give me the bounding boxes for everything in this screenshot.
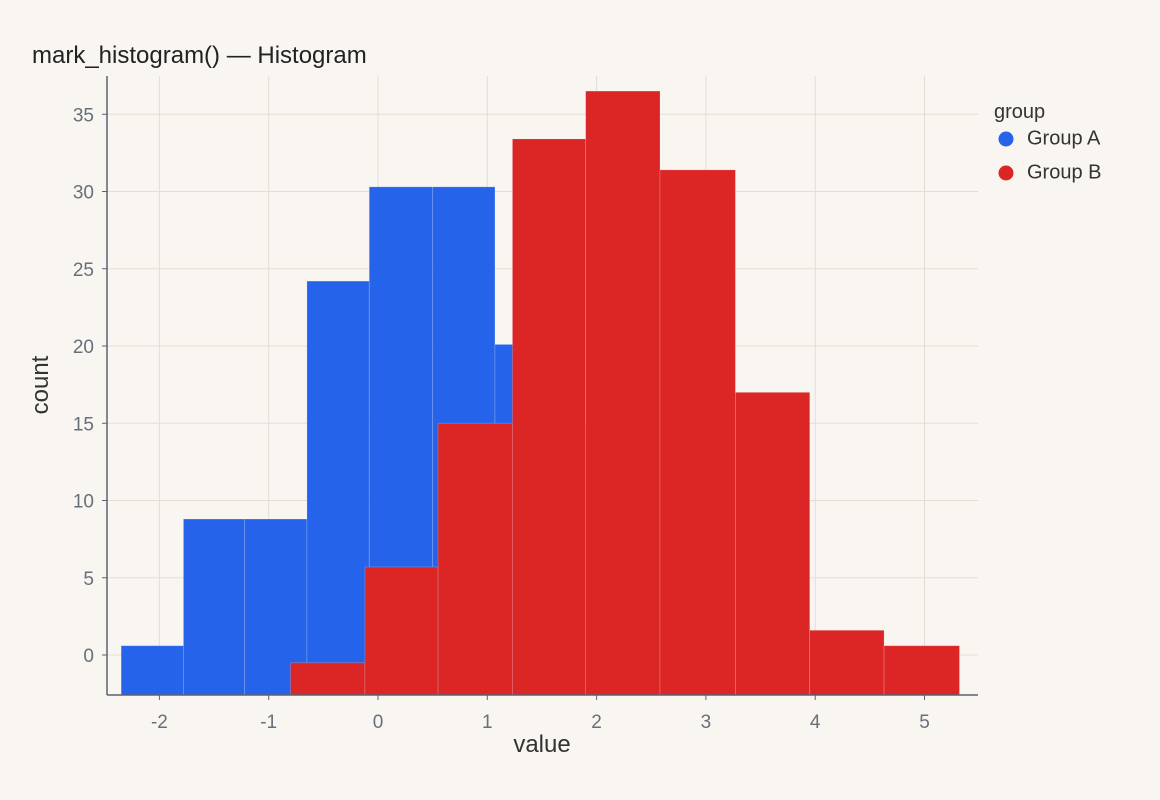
x-tick-label: -1	[260, 712, 277, 733]
x-tick-label: 0	[373, 712, 384, 733]
y-tick-label: 20	[73, 337, 94, 358]
histogram-bar-group-b	[735, 391, 811, 696]
y-tick-label: 30	[73, 183, 94, 204]
histogram-bar-group-a	[306, 280, 370, 696]
y-tick-label: 25	[73, 260, 94, 281]
series-group-b	[290, 90, 960, 696]
x-axis-ticks: -2 -1 0 1 2 3 4 5	[151, 695, 930, 733]
chart-title: mark_histogram() — Histogram	[32, 42, 367, 69]
x-tick-label: 4	[810, 712, 821, 733]
histogram-bar-group-a	[183, 518, 246, 696]
y-tick-label: 35	[73, 105, 94, 126]
y-tick-label: 0	[83, 646, 94, 667]
y-axis-ticks: 0 5 10 15 20 25 30 35	[73, 105, 107, 667]
histogram-bar-group-b	[512, 138, 587, 696]
x-axis-label: value	[513, 731, 570, 758]
legend-title: group	[994, 101, 1045, 123]
legend-label-group-b: Group B	[1027, 161, 1101, 183]
x-tick-label: 1	[482, 712, 493, 733]
histogram-bar-group-b	[883, 645, 960, 696]
histogram-bar-group-a	[120, 645, 184, 696]
histogram-bar-group-b	[437, 422, 513, 696]
legend-swatch-group-b	[998, 165, 1014, 181]
histogram-bar-group-b	[659, 169, 736, 696]
histogram-bar-group-b	[364, 566, 439, 696]
histogram-bar-group-b	[809, 629, 885, 696]
legend: group Group A Group B	[994, 101, 1101, 183]
y-tick-label: 5	[83, 569, 94, 590]
y-tick-label: 10	[73, 492, 94, 513]
x-tick-label: -2	[151, 712, 168, 733]
x-tick-label: 3	[701, 712, 712, 733]
x-tick-label: 5	[919, 712, 930, 733]
histogram-bar-group-b	[290, 662, 366, 696]
y-tick-label: 15	[73, 414, 94, 435]
x-tick-label: 2	[591, 712, 602, 733]
legend-swatch-group-a	[998, 131, 1014, 147]
histogram-bar-group-b	[585, 90, 661, 696]
y-axis-label: count	[27, 355, 54, 414]
legend-label-group-a: Group A	[1027, 127, 1101, 149]
